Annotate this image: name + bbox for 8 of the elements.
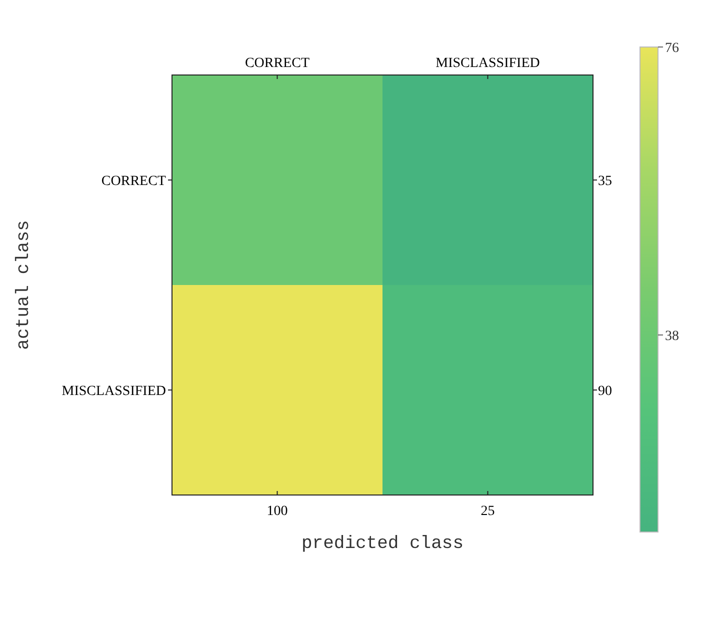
y-axis-title: actual class [14,220,34,350]
y2-tick-label: 90 [598,384,612,399]
color-bar-label: 76 [665,41,679,56]
y2-tick-label: 35 [598,174,612,189]
color-bar-label: 38 [665,328,679,344]
text: 25 [480,504,495,519]
x-axis-title: predicted class [301,534,464,554]
text: 100 [266,504,288,519]
